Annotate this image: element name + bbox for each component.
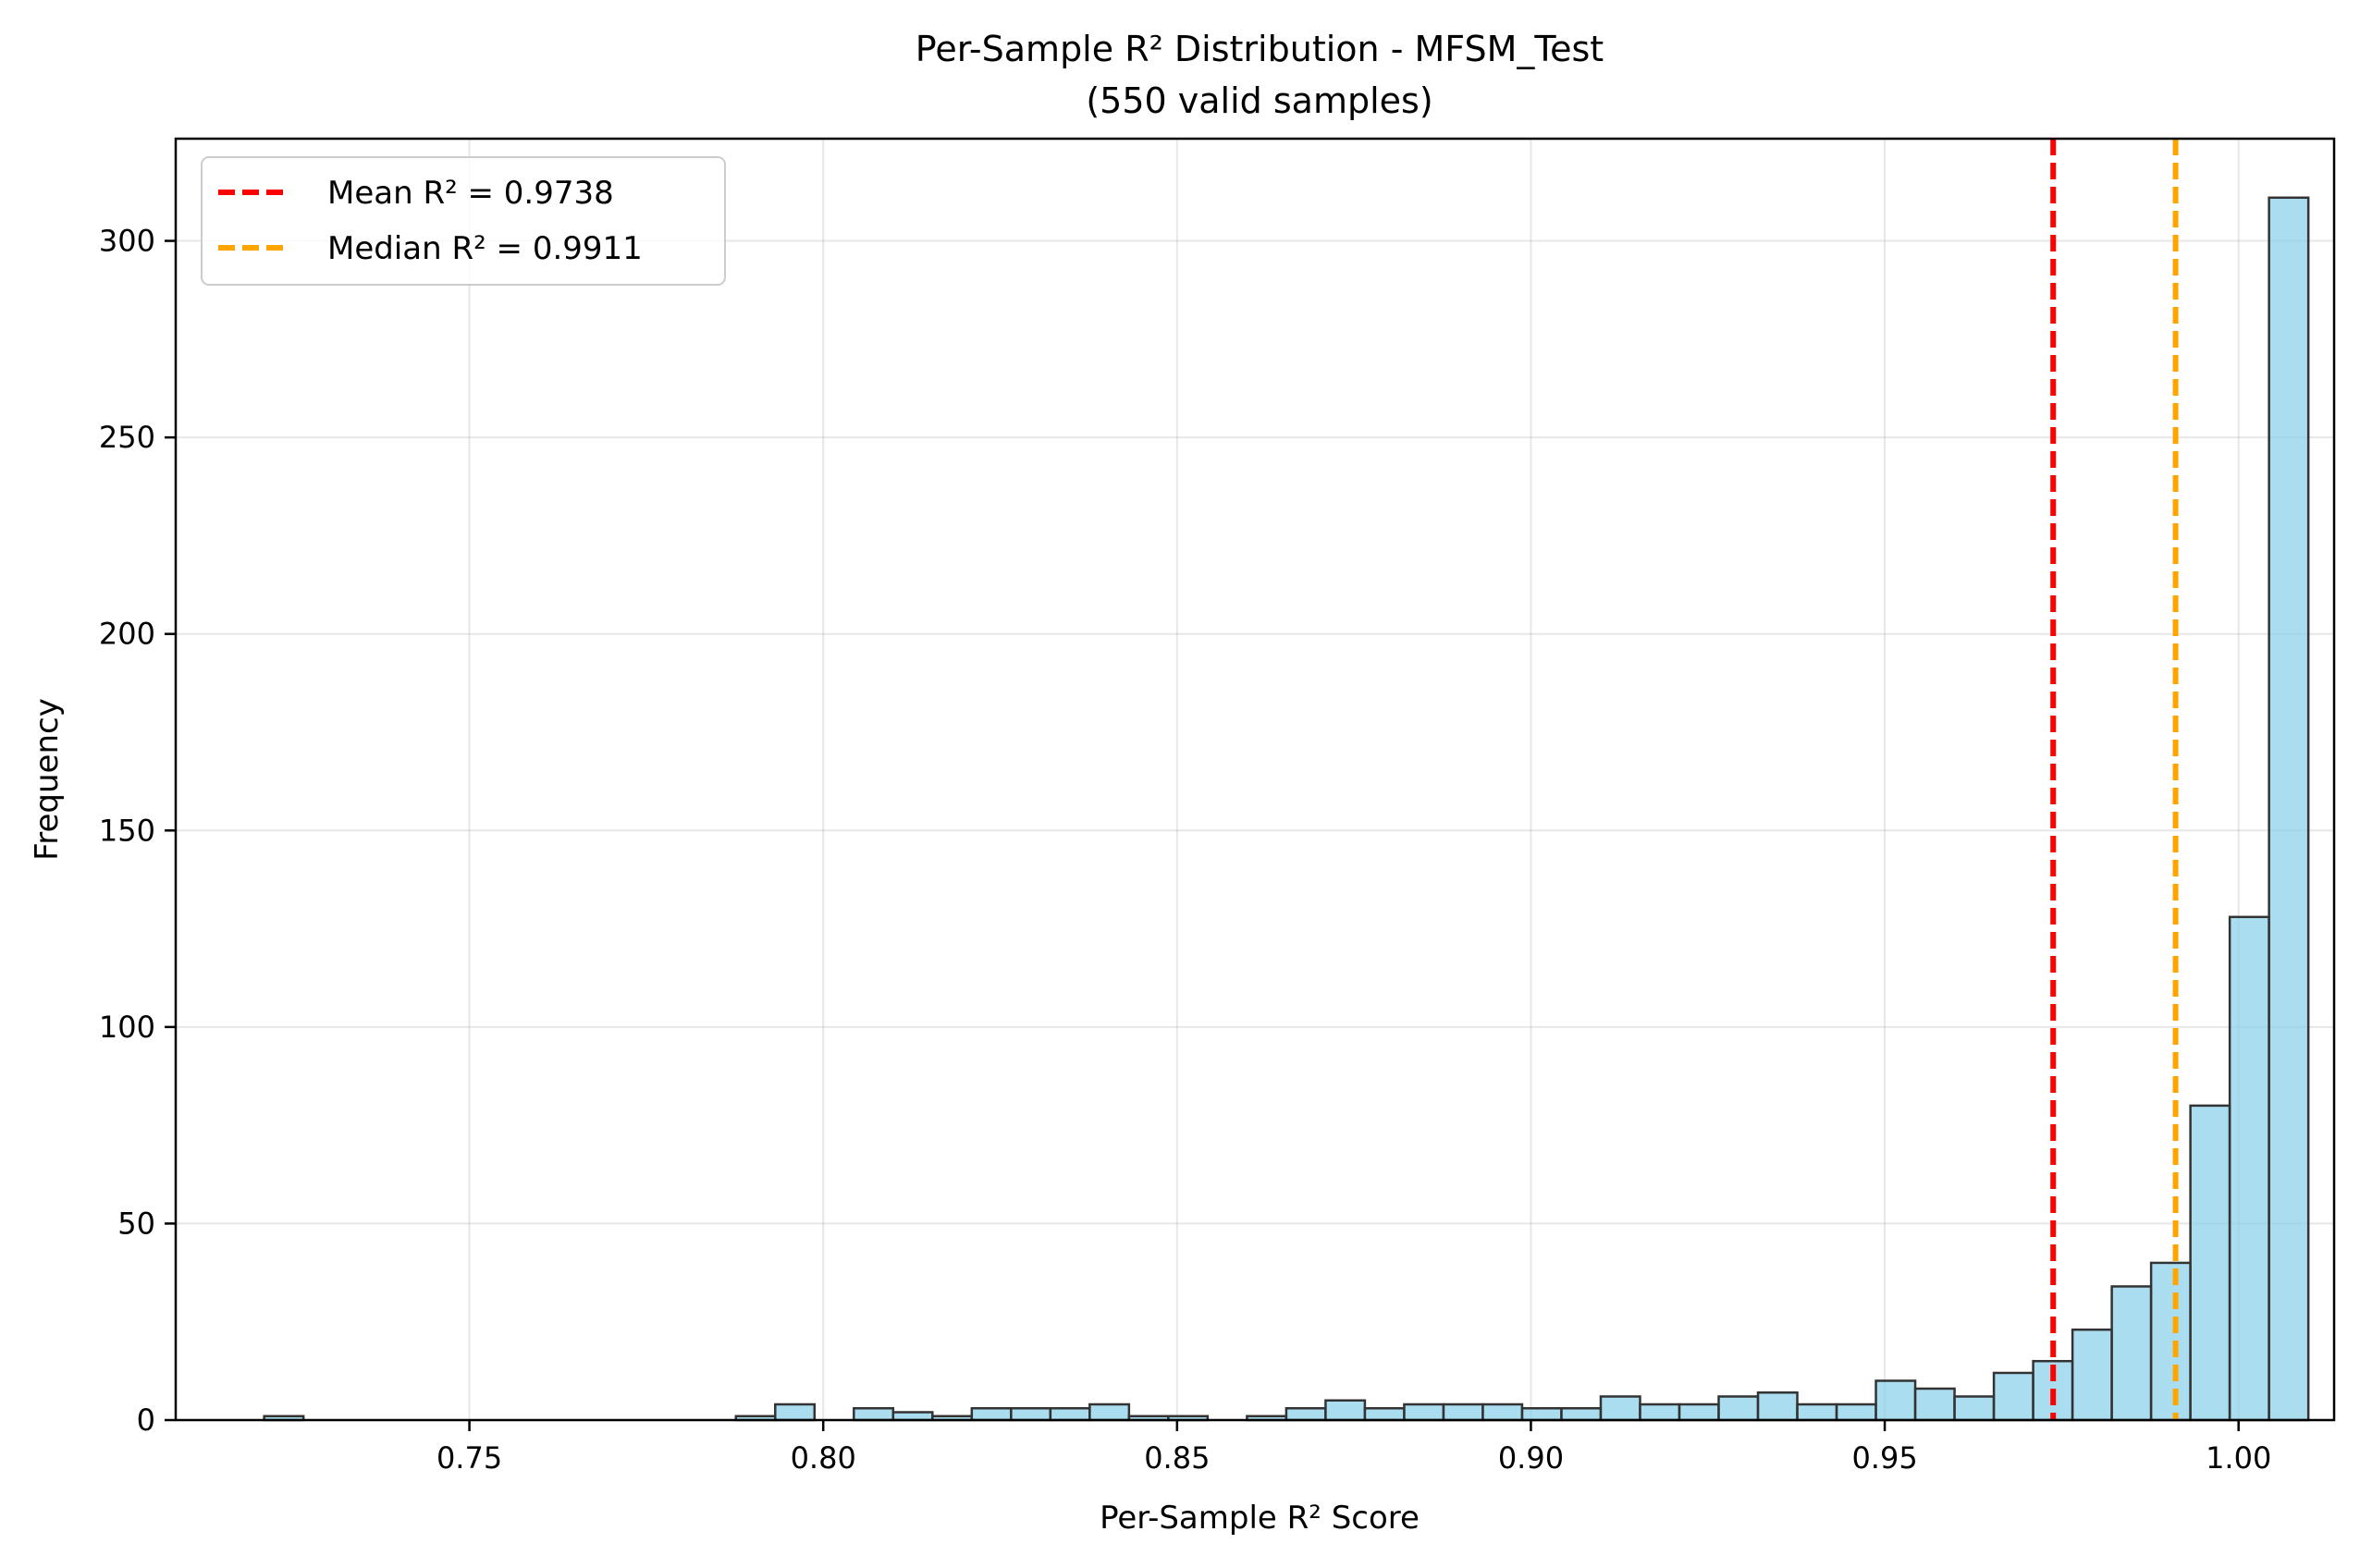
histogram-bar xyxy=(2268,196,2310,1422)
x-tick-label: 0.80 xyxy=(791,1440,856,1476)
y-tick-label: 200 xyxy=(99,617,155,652)
chart-subtitle: (550 valid samples) xyxy=(1086,80,1432,121)
histogram-bar xyxy=(1088,1403,1131,1422)
histogram-bar xyxy=(2149,1261,2192,1422)
x-tick-label: 0.95 xyxy=(1851,1440,1917,1476)
chart-title: Per-Sample R² Distribution - MFSM_Test xyxy=(916,29,1604,69)
histogram-bar xyxy=(1678,1403,1720,1422)
y-tick-label: 150 xyxy=(99,813,155,848)
legend-box xyxy=(201,156,726,286)
histogram-bar xyxy=(1953,1395,1996,1422)
y-axis-ticks: 0 50 100 150 200 250 300 xyxy=(99,224,176,1438)
histogram-bar xyxy=(1010,1406,1052,1422)
histogram-bar xyxy=(774,1403,817,1422)
y-tick-label: 100 xyxy=(99,1010,155,1045)
histogram-bar xyxy=(1874,1379,1917,1422)
histogram-bar xyxy=(1639,1403,1681,1422)
histogram-bar xyxy=(1835,1403,1877,1422)
histogram-bar xyxy=(1717,1395,1760,1422)
histogram-bar xyxy=(891,1411,934,1422)
histogram-bar xyxy=(1403,1403,1445,1422)
histogram-bar xyxy=(2228,915,2270,1422)
x-tick-label: 0.85 xyxy=(1144,1440,1210,1476)
x-tick-label: 1.00 xyxy=(2206,1440,2271,1476)
legend-median-label: Median R² = 0.9911 xyxy=(327,230,643,267)
histogram-bar xyxy=(1481,1403,1524,1422)
histogram-bar xyxy=(1992,1371,2034,1422)
histogram-bar xyxy=(970,1406,1013,1422)
reference-lines xyxy=(2050,139,2179,1420)
legend: Mean R² = 0.9738 Median R² = 0.9911 xyxy=(201,156,726,286)
plot-area-frame xyxy=(174,137,2336,1422)
y-tick-label: 0 xyxy=(137,1403,155,1438)
histogram-bar xyxy=(2189,1104,2231,1422)
histogram-bar xyxy=(1796,1403,1838,1422)
legend-mean-label: Mean R² = 0.9738 xyxy=(327,175,614,212)
x-tick-label: 0.90 xyxy=(1498,1440,1564,1476)
y-tick-label: 300 xyxy=(99,224,155,259)
histogram-bar xyxy=(1442,1403,1484,1422)
y-tick-label: 50 xyxy=(117,1206,155,1241)
histogram-bar xyxy=(1520,1406,1563,1422)
histogram-bar xyxy=(1599,1395,1641,1422)
histogram-bar xyxy=(1284,1406,1327,1422)
histogram-bar xyxy=(1363,1406,1406,1422)
y-tick-label: 250 xyxy=(99,420,155,455)
histogram-bar xyxy=(1913,1387,1956,1422)
histogram-bar xyxy=(1049,1406,1091,1422)
x-axis-label: Per-Sample R² Score xyxy=(1100,1500,1420,1537)
histogram-bar xyxy=(2110,1285,2153,1422)
x-tick-label: 0.75 xyxy=(436,1440,502,1476)
histogram-bar xyxy=(1756,1390,1799,1422)
histogram-bar xyxy=(2071,1328,2113,1422)
x-axis-ticks: 0.75 0.80 0.85 0.90 0.95 1.00 xyxy=(436,1420,2271,1476)
y-axis-label: Frequency xyxy=(29,698,66,861)
histogram-bar xyxy=(1324,1399,1367,1422)
histogram-bar xyxy=(853,1406,895,1422)
histogram-bar xyxy=(1560,1406,1603,1422)
